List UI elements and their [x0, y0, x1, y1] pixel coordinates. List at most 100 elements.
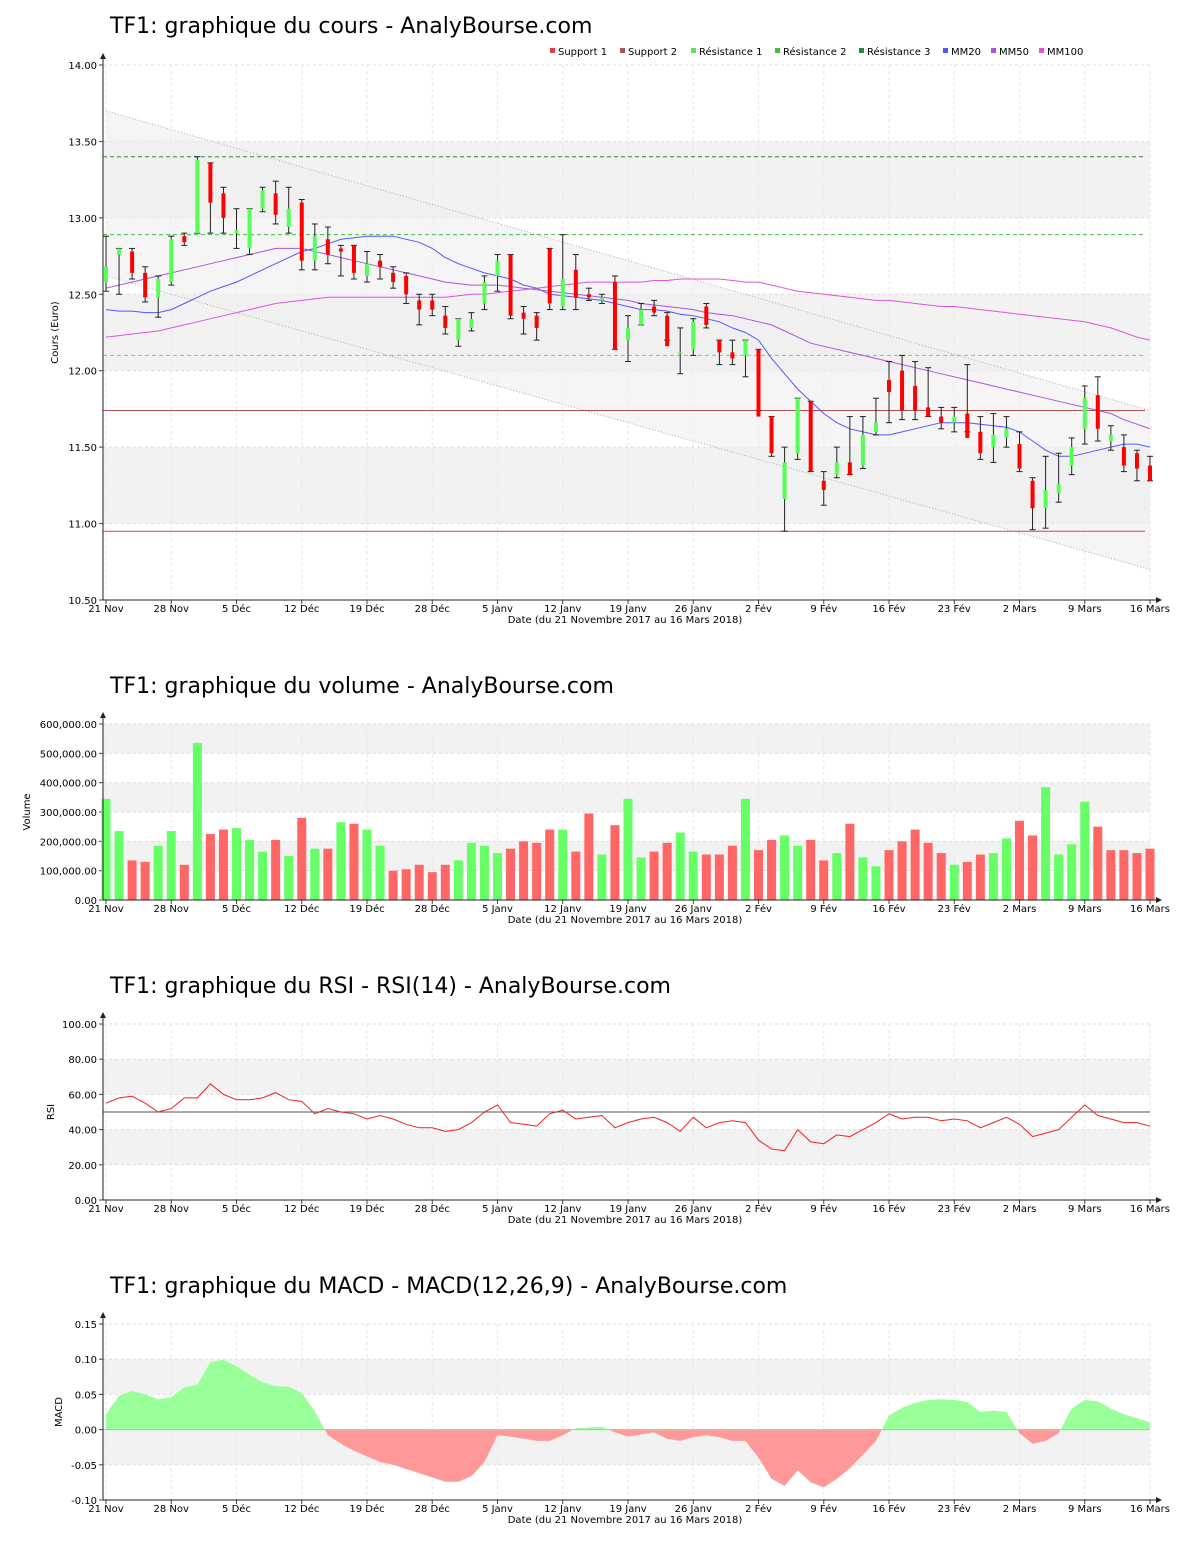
candle-body — [234, 230, 239, 234]
candle-body — [900, 370, 905, 411]
candle-body — [404, 275, 409, 295]
volume-bar — [897, 841, 907, 900]
candle-body — [652, 306, 657, 313]
x-axis-arrow — [1156, 897, 1162, 903]
candle-body — [847, 462, 852, 475]
volume-bar — [362, 829, 372, 900]
volume-bar — [884, 850, 894, 900]
x-tick-label: 2 Mars — [1003, 1504, 1037, 1515]
x-tick-label: 2 Mars — [1003, 904, 1037, 915]
x-tick-label: 21 Nov — [88, 1204, 124, 1215]
x-tick-label: 2 Fév — [745, 903, 772, 915]
volume-bar — [767, 839, 777, 900]
y-axis-title: RSI — [46, 1104, 57, 1120]
x-tick-label: 9 Mars — [1068, 904, 1102, 915]
candle-body — [1108, 434, 1113, 442]
chart-title: TF1: graphique du MACD - MACD(12,26,9) -… — [109, 1274, 787, 1299]
volume-bar — [936, 853, 946, 900]
y-tick-label: 40.00 — [68, 1126, 97, 1137]
x-tick-label: 16 Fév — [872, 903, 905, 915]
x-axis-title: Date (du 21 Novembre 2017 au 16 Mars 201… — [508, 915, 743, 926]
volume-bar — [493, 853, 502, 900]
candle-body — [1069, 447, 1074, 466]
y-axis-arrow — [100, 1012, 106, 1018]
y-tick-label: 0.00 — [75, 896, 97, 907]
volume-bar — [923, 842, 933, 900]
volume-bar — [649, 851, 659, 900]
x-tick-label: 12 Janv — [544, 904, 581, 915]
volume-bar — [506, 848, 516, 900]
volume-bar — [427, 872, 437, 900]
volume-bar — [519, 841, 529, 900]
x-tick-label: 5 Déc — [222, 903, 251, 915]
x-tick-label: 12 Déc — [284, 1203, 319, 1215]
volume-bar — [271, 839, 281, 900]
candle-body — [1004, 428, 1009, 438]
candle-body — [260, 190, 265, 209]
mm20-line — [105, 235, 1151, 457]
candle-body — [834, 462, 839, 475]
x-tick-label: 5 Janv — [482, 604, 513, 615]
legend-label: Résistance 2 — [783, 46, 846, 58]
y-tick-label: -0.05 — [71, 1461, 97, 1472]
y-tick-label: 100.00 — [62, 1020, 97, 1031]
x-tick-label: 19 Janv — [609, 604, 646, 615]
y-tick-label: 0.05 — [75, 1390, 97, 1401]
candle-body — [1095, 395, 1100, 429]
candle-body — [1017, 444, 1022, 469]
volume-bar — [466, 842, 476, 900]
candle-body — [1121, 447, 1126, 466]
candle-body — [208, 162, 213, 203]
candle-body — [860, 434, 865, 466]
candle-body — [821, 480, 826, 490]
volume-bar — [232, 828, 241, 900]
legend-label: MM100 — [1047, 47, 1083, 58]
volume-bar — [714, 854, 724, 900]
candle-body — [639, 309, 644, 325]
volume-bar — [1132, 853, 1142, 900]
x-tick-label: 9 Fév — [810, 603, 837, 615]
volume-bar — [1015, 820, 1024, 900]
x-tick-label: 21 Nov — [88, 604, 124, 615]
candle-body — [104, 266, 108, 283]
volume-bar — [558, 829, 568, 900]
volume-bar — [584, 813, 594, 900]
legend-swatch — [550, 48, 555, 53]
candle-body — [443, 315, 448, 328]
candle-body — [952, 416, 957, 423]
volume-bar — [636, 857, 646, 900]
x-tick-label: 16 Mars — [1130, 1204, 1170, 1215]
candle-body — [704, 306, 709, 325]
candle-body — [926, 407, 931, 417]
x-tick-label: 9 Fév — [810, 1503, 837, 1515]
grid-band — [103, 724, 1150, 754]
x-tick-label: 26 Janv — [675, 1204, 712, 1215]
candle-body — [417, 300, 422, 310]
volume-bar — [349, 823, 359, 900]
candle-body — [573, 269, 578, 298]
volume-bar — [610, 825, 620, 900]
x-tick-label: 16 Fév — [872, 603, 905, 615]
volume-bar — [727, 845, 737, 900]
x-tick-label: 9 Fév — [810, 1203, 837, 1215]
y-tick-label: -0.10 — [71, 1496, 97, 1507]
candle-body — [286, 208, 291, 228]
volume-bar — [623, 798, 633, 900]
x-tick-label: 19 Déc — [349, 603, 384, 615]
rsi-line — [105, 1083, 1151, 1152]
y-tick-label: 13.00 — [68, 214, 97, 225]
volume-bar — [388, 870, 398, 900]
volume-bar — [1080, 801, 1090, 900]
volume-bar — [1054, 854, 1064, 900]
legend-label: MM20 — [951, 47, 981, 58]
candle-body — [221, 193, 226, 218]
y-tick-label: 300,000.00 — [40, 808, 97, 819]
volume-chart: TF1: graphique du volume - AnalyBourse.c… — [22, 674, 1170, 926]
candle-body — [1148, 465, 1152, 481]
y-tick-label: 0.00 — [75, 1426, 97, 1437]
volume-bar — [571, 851, 581, 900]
candle-body — [717, 340, 722, 353]
volume-bar — [1028, 835, 1038, 900]
x-tick-label: 28 Nov — [154, 1504, 190, 1515]
x-tick-label: 5 Déc — [222, 1203, 251, 1215]
